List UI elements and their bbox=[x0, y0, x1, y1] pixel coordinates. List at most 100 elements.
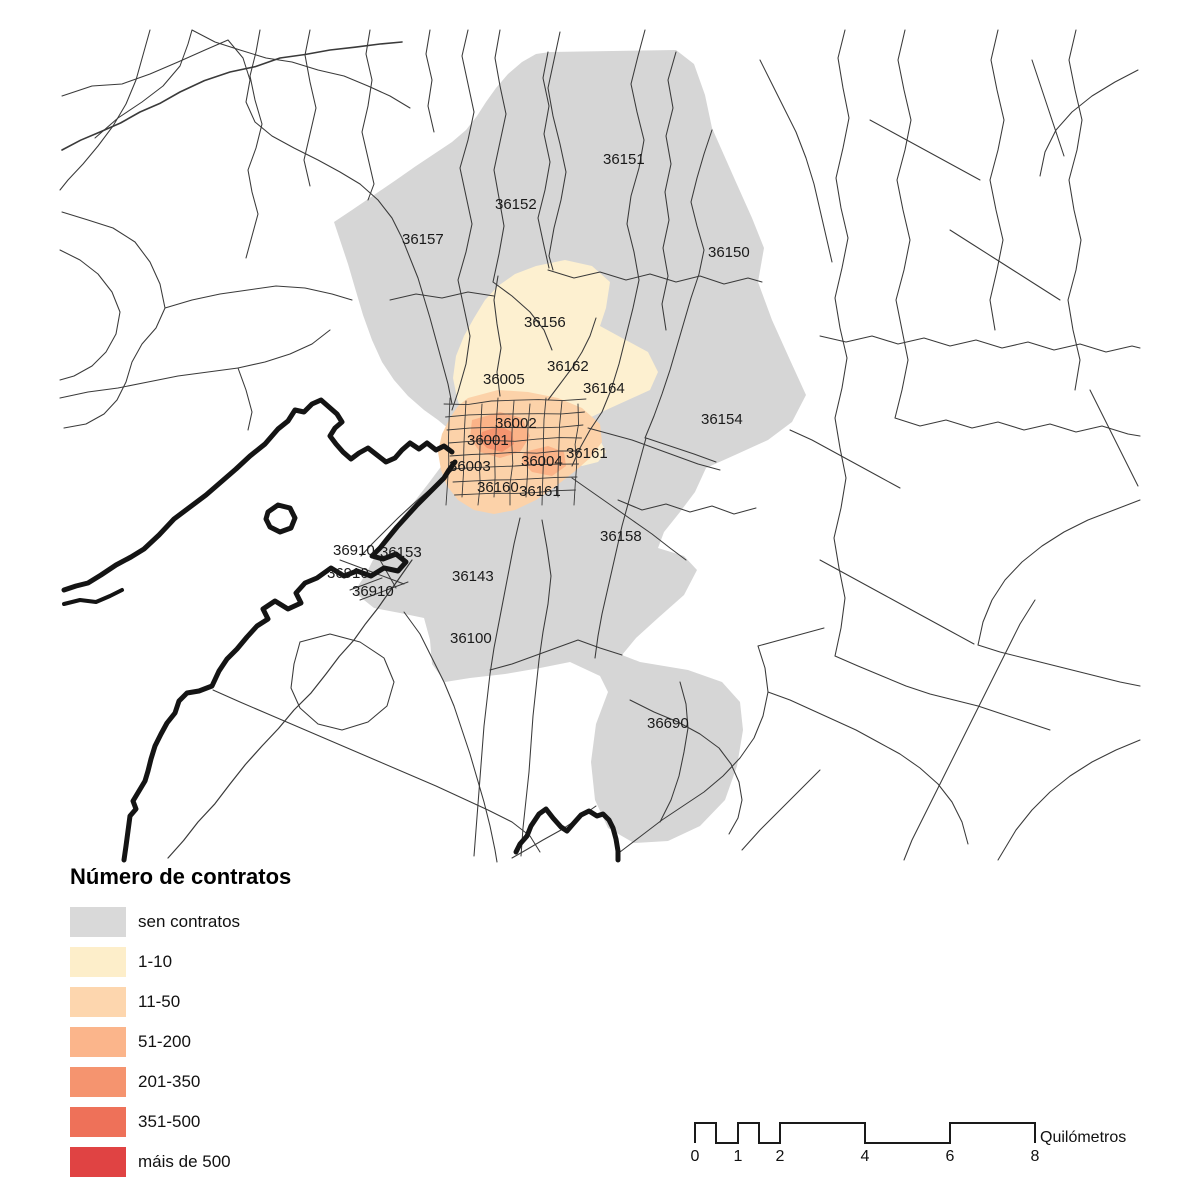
road-line bbox=[619, 645, 769, 853]
road-line bbox=[894, 417, 1141, 437]
road-line bbox=[789, 429, 901, 489]
road-line bbox=[1089, 389, 1139, 487]
coastline-segment bbox=[121, 459, 458, 863]
road-line bbox=[237, 367, 253, 431]
road-line bbox=[445, 411, 585, 418]
road-line bbox=[869, 119, 981, 181]
map-region-label: 36157 bbox=[402, 231, 444, 248]
road-line bbox=[451, 463, 579, 470]
road-line bbox=[349, 577, 383, 591]
road-line bbox=[451, 29, 475, 411]
road-line bbox=[547, 269, 763, 285]
road-line bbox=[477, 403, 483, 506]
road-line bbox=[833, 29, 850, 657]
road-line bbox=[303, 29, 317, 187]
road-line bbox=[359, 581, 409, 601]
road-line bbox=[587, 427, 721, 471]
scale-unit-label: Quilómetros bbox=[1040, 1129, 1127, 1146]
road-line bbox=[461, 400, 467, 498]
road-line bbox=[339, 559, 405, 585]
coastline-segment bbox=[61, 397, 455, 593]
scale-tick-label: 2 bbox=[775, 1148, 785, 1165]
map-region-label: 36001 bbox=[467, 432, 509, 449]
map-region-label: 36154 bbox=[701, 411, 743, 428]
road-line bbox=[834, 655, 1051, 731]
map-region-label: 36156 bbox=[524, 314, 566, 331]
road-line bbox=[61, 39, 229, 97]
coastline-segment bbox=[62, 588, 124, 606]
road-line bbox=[1031, 59, 1065, 157]
road-line bbox=[767, 691, 969, 845]
road-line bbox=[977, 644, 1141, 687]
road-line bbox=[489, 639, 623, 671]
road-line bbox=[997, 739, 1141, 861]
road-line bbox=[473, 517, 521, 857]
road-network bbox=[59, 29, 1141, 863]
road-line bbox=[361, 29, 375, 201]
road-line bbox=[167, 559, 413, 859]
road-line bbox=[617, 499, 757, 515]
map-region-label: 36152 bbox=[495, 196, 537, 213]
road-line bbox=[977, 499, 1141, 646]
map-region-label: 36162 bbox=[547, 358, 589, 375]
map-region-label: 36910 bbox=[352, 583, 394, 600]
road-line bbox=[594, 437, 647, 659]
map-region-label: 36160 bbox=[477, 479, 519, 496]
map-region-label: 36002 bbox=[495, 415, 537, 432]
road-line bbox=[525, 403, 531, 498]
road-line bbox=[492, 281, 553, 351]
road-line bbox=[454, 489, 576, 496]
road-line bbox=[601, 29, 646, 413]
road-line bbox=[645, 437, 717, 463]
road-line bbox=[757, 627, 825, 647]
road-line bbox=[379, 559, 397, 589]
road-line bbox=[212, 689, 541, 853]
map-region-label: 36161 bbox=[519, 483, 561, 500]
road-line bbox=[573, 403, 579, 506]
map-region-label: 36910 bbox=[333, 542, 375, 559]
road-line bbox=[541, 397, 547, 506]
road-line bbox=[520, 519, 552, 857]
road-line bbox=[59, 249, 121, 381]
road-line bbox=[537, 51, 551, 269]
road-line bbox=[903, 599, 1036, 861]
road-line bbox=[547, 31, 567, 271]
coastline-segment bbox=[263, 502, 298, 535]
road-line bbox=[425, 29, 435, 133]
road-line bbox=[403, 611, 498, 863]
map-region-label: 36004 bbox=[521, 453, 563, 470]
coastline-segment bbox=[513, 806, 621, 863]
scale-tick-label: 0 bbox=[690, 1148, 700, 1165]
region-201-350 bbox=[479, 426, 514, 452]
map-region-label: 36100 bbox=[450, 630, 492, 647]
road-line bbox=[446, 424, 584, 431]
road-line bbox=[1039, 69, 1139, 177]
road-line bbox=[290, 633, 395, 731]
scale-bar-line bbox=[694, 1122, 1036, 1144]
map-region-label: 36910 bbox=[327, 565, 369, 582]
coastline bbox=[61, 397, 621, 863]
road-line bbox=[741, 769, 821, 851]
road-line bbox=[452, 476, 578, 483]
road-line bbox=[989, 29, 1005, 331]
road-line bbox=[493, 275, 502, 397]
road-line bbox=[819, 559, 975, 645]
map-region-label: 36003 bbox=[449, 458, 491, 475]
road-line bbox=[644, 129, 713, 439]
map-region-label: 36143 bbox=[452, 568, 494, 585]
map-region-label: 36164 bbox=[583, 380, 625, 397]
map-region-label: 36161 bbox=[566, 445, 608, 462]
map-region-label: 36005 bbox=[483, 371, 525, 388]
road-line bbox=[629, 699, 743, 835]
road-line bbox=[164, 285, 353, 309]
road-line bbox=[571, 477, 687, 561]
road-line bbox=[59, 29, 151, 191]
road-line bbox=[245, 29, 263, 259]
map-region-label: 36153 bbox=[380, 544, 422, 561]
road-line bbox=[509, 400, 515, 506]
map-labels: 36151 36152 36157 36150 36156 36162 36005 36164… bbox=[327, 151, 750, 731]
map-region-label: 36158 bbox=[600, 528, 642, 545]
road-line bbox=[61, 41, 403, 151]
